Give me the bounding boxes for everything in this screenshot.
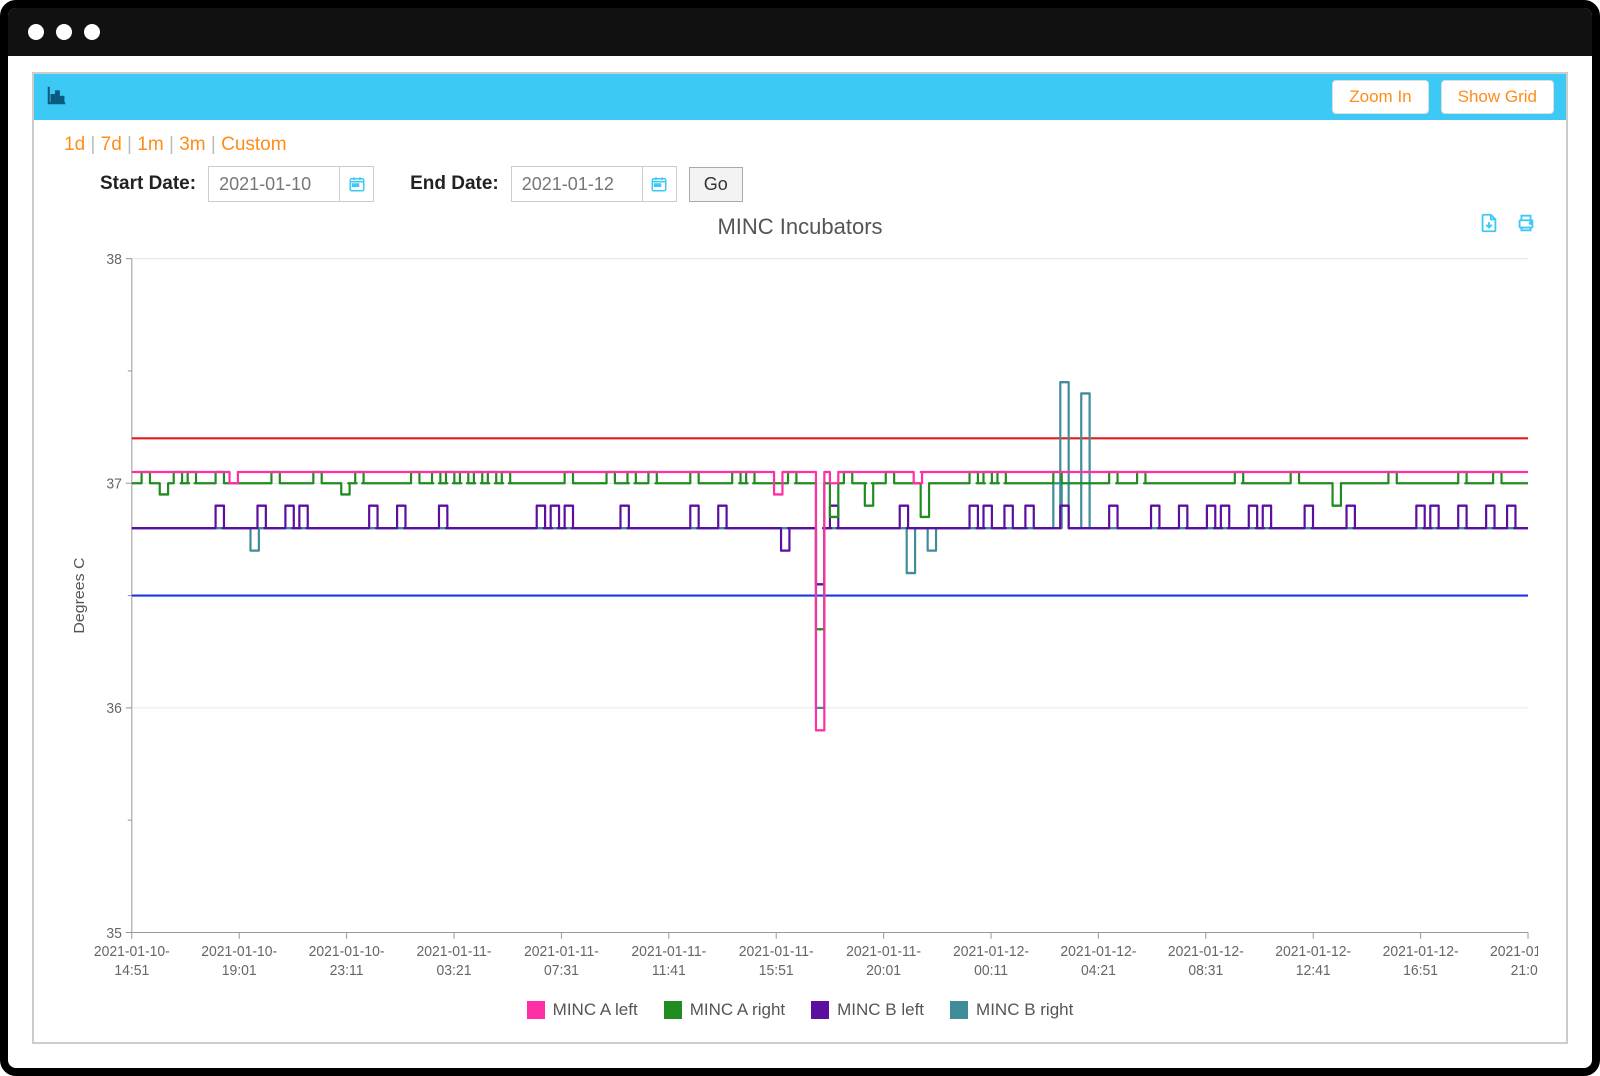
svg-text:35: 35 xyxy=(106,925,122,942)
svg-text:21:01: 21:01 xyxy=(1511,963,1538,980)
calendar-icon[interactable] xyxy=(339,167,373,201)
range-link-7d[interactable]: 7d xyxy=(101,134,122,155)
svg-text:36: 36 xyxy=(106,701,122,718)
range-link-1m[interactable]: 1m xyxy=(137,134,163,155)
show-grid-button[interactable]: Show Grid xyxy=(1441,80,1554,114)
svg-text:2021-01-11-: 2021-01-11- xyxy=(417,943,492,960)
range-link-custom[interactable]: Custom xyxy=(221,134,286,155)
app-window: Zoom In Show Grid 1d | 7d | 1m | 3m | Cu… xyxy=(32,72,1568,1044)
legend-item[interactable]: MINC A right xyxy=(664,1000,785,1020)
range-link-3m[interactable]: 3m xyxy=(179,134,205,155)
svg-text:12:41: 12:41 xyxy=(1296,963,1331,980)
start-date-label: Start Date: xyxy=(100,173,196,195)
svg-text:2021-01-11-: 2021-01-11- xyxy=(524,943,599,960)
date-row: Start Date: End Date: xyxy=(64,166,1536,202)
legend-item[interactable]: MINC B right xyxy=(950,1000,1073,1020)
svg-text:20:01: 20:01 xyxy=(866,963,901,980)
svg-text:16:51: 16:51 xyxy=(1403,963,1438,980)
print-icon[interactable] xyxy=(1514,212,1538,239)
legend-swatch xyxy=(527,1001,545,1019)
svg-text:2021-01-10-: 2021-01-10- xyxy=(94,943,170,960)
plot-area[interactable]: 35 36 37 38 Degrees C 2021-01-10- 14:51 2021-01… xyxy=(62,248,1538,992)
browser-titlebar xyxy=(8,8,1592,56)
end-date-input-wrap xyxy=(511,166,677,202)
range-link-1d[interactable]: 1d xyxy=(64,134,85,155)
svg-text:2021-01-12-: 2021-01-12- xyxy=(1275,943,1351,960)
toolbar: Zoom In Show Grid xyxy=(34,74,1566,120)
browser-frame: Zoom In Show Grid 1d | 7d | 1m | 3m | Cu… xyxy=(0,0,1600,1076)
end-date-input[interactable] xyxy=(512,167,642,201)
svg-text:2021-01-12-: 2021-01-12- xyxy=(1168,943,1244,960)
chart-title: MINC Incubators xyxy=(62,214,1538,240)
chart-actions xyxy=(1478,212,1538,239)
svg-text:2021-01-12-: 2021-01-12- xyxy=(1383,943,1459,960)
controls: 1d | 7d | 1m | 3m | Custom Start Date: E… xyxy=(34,120,1566,208)
window-dot xyxy=(56,24,72,40)
chart-icon[interactable] xyxy=(46,84,68,111)
svg-text:07:31: 07:31 xyxy=(544,963,579,980)
start-date-input[interactable] xyxy=(209,167,339,201)
legend-label: MINC B right xyxy=(976,1000,1073,1020)
svg-text:2021-01-12-: 2021-01-12- xyxy=(953,943,1029,960)
svg-text:2021-01-12-: 2021-01-12- xyxy=(1490,943,1538,960)
calendar-icon[interactable] xyxy=(642,167,676,201)
zoom-in-button[interactable]: Zoom In xyxy=(1332,80,1428,114)
window-dot xyxy=(28,24,44,40)
svg-text:00:11: 00:11 xyxy=(974,963,1008,980)
svg-text:Degrees C: Degrees C xyxy=(71,558,87,634)
legend-label: MINC B left xyxy=(837,1000,924,1020)
export-icon[interactable] xyxy=(1478,212,1500,239)
range-links: 1d | 7d | 1m | 3m | Custom xyxy=(64,134,1536,156)
end-date-label: End Date: xyxy=(410,173,499,195)
legend-swatch xyxy=(950,1001,968,1019)
svg-text:37: 37 xyxy=(106,476,122,493)
legend-label: MINC A left xyxy=(553,1000,638,1020)
svg-text:19:01: 19:01 xyxy=(222,963,257,980)
legend-item[interactable]: MINC A left xyxy=(527,1000,638,1020)
svg-text:03:21: 03:21 xyxy=(437,963,472,980)
legend: MINC A left MINC A right MINC B left MINC B… xyxy=(62,992,1538,1024)
go-button[interactable]: Go xyxy=(689,167,743,202)
svg-text:23:11: 23:11 xyxy=(330,963,364,980)
svg-text:11:41: 11:41 xyxy=(652,963,686,980)
window-dot xyxy=(84,24,100,40)
svg-text:2021-01-10-: 2021-01-10- xyxy=(309,943,385,960)
legend-label: MINC A right xyxy=(690,1000,785,1020)
svg-text:38: 38 xyxy=(106,252,122,269)
svg-text:14:51: 14:51 xyxy=(114,963,149,980)
legend-item[interactable]: MINC B left xyxy=(811,1000,924,1020)
svg-text:2021-01-11-: 2021-01-11- xyxy=(739,943,814,960)
svg-text:2021-01-11-: 2021-01-11- xyxy=(631,943,706,960)
start-date-input-wrap xyxy=(208,166,374,202)
svg-text:2021-01-10-: 2021-01-10- xyxy=(201,943,277,960)
svg-text:08:31: 08:31 xyxy=(1188,963,1223,980)
svg-text:2021-01-11-: 2021-01-11- xyxy=(846,943,921,960)
legend-swatch xyxy=(664,1001,682,1019)
svg-text:04:21: 04:21 xyxy=(1081,963,1116,980)
chart-wrap: MINC Incubators 35 36 37 38 Degrees C 2021-01… xyxy=(34,208,1566,1042)
svg-text:2021-01-12-: 2021-01-12- xyxy=(1060,943,1136,960)
svg-text:15:51: 15:51 xyxy=(759,963,794,980)
legend-swatch xyxy=(811,1001,829,1019)
